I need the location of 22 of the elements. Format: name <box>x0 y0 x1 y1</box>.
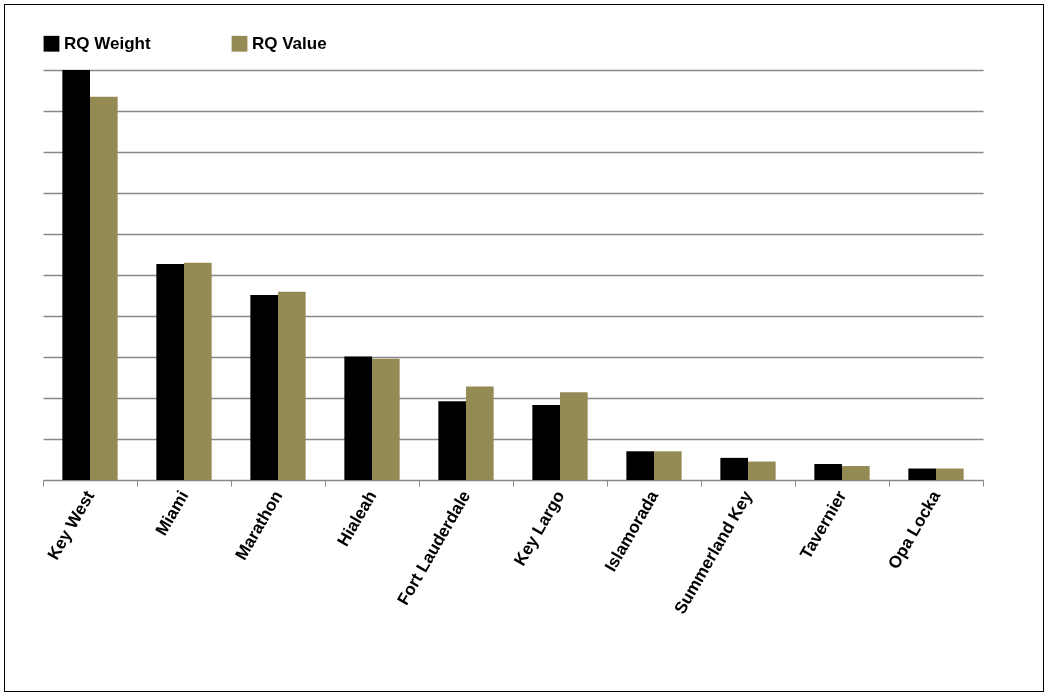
bar <box>466 386 494 480</box>
bar <box>184 262 212 480</box>
legend-label: RQ Value <box>252 33 327 53</box>
bar <box>560 392 588 480</box>
bar <box>748 461 776 480</box>
legend-label: RQ Weight <box>64 33 151 53</box>
bar <box>908 468 936 480</box>
bar <box>842 466 870 480</box>
bar <box>532 404 560 480</box>
bar <box>654 451 682 480</box>
bar <box>438 401 466 480</box>
bar <box>814 464 842 480</box>
bar <box>626 451 654 480</box>
bar <box>720 457 748 480</box>
bar <box>278 291 306 480</box>
bar <box>250 295 278 480</box>
bar <box>156 263 184 480</box>
bar <box>344 356 372 480</box>
bar <box>372 358 400 480</box>
bar <box>936 468 964 480</box>
bar <box>90 96 118 480</box>
bar <box>62 70 90 480</box>
